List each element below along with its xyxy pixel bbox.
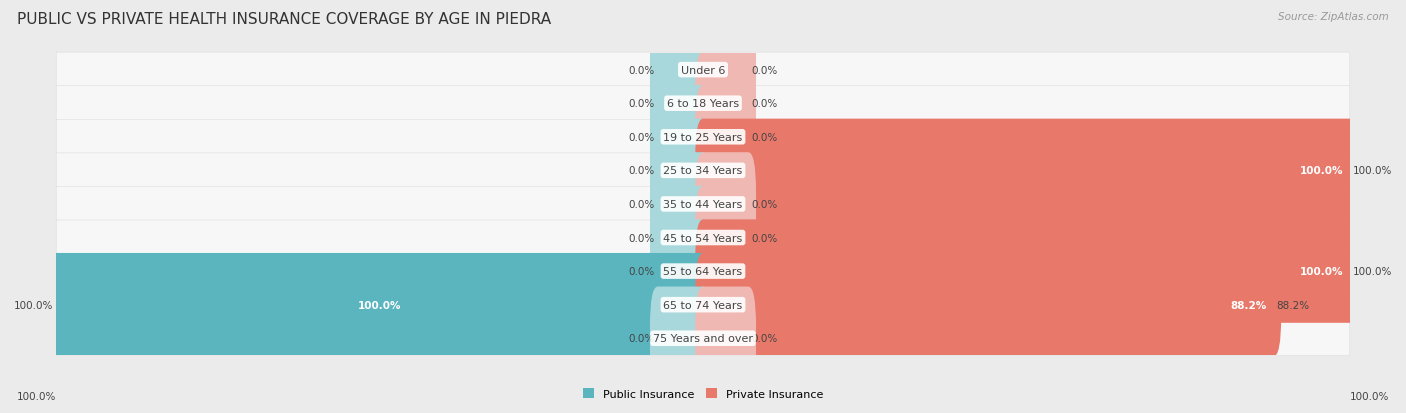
FancyBboxPatch shape — [695, 186, 756, 290]
Text: 55 to 64 Years: 55 to 64 Years — [664, 266, 742, 276]
FancyBboxPatch shape — [56, 53, 1350, 88]
FancyBboxPatch shape — [650, 119, 711, 223]
Text: 0.0%: 0.0% — [628, 333, 655, 344]
FancyBboxPatch shape — [650, 287, 711, 390]
Text: Source: ZipAtlas.com: Source: ZipAtlas.com — [1278, 12, 1389, 22]
FancyBboxPatch shape — [650, 220, 711, 323]
Text: PUBLIC VS PRIVATE HEALTH INSURANCE COVERAGE BY AGE IN PIEDRA: PUBLIC VS PRIVATE HEALTH INSURANCE COVER… — [17, 12, 551, 27]
FancyBboxPatch shape — [695, 220, 1358, 323]
Text: 0.0%: 0.0% — [628, 65, 655, 76]
FancyBboxPatch shape — [695, 153, 756, 256]
Text: 0.0%: 0.0% — [751, 333, 778, 344]
FancyBboxPatch shape — [695, 287, 756, 390]
Text: 0.0%: 0.0% — [628, 166, 655, 176]
FancyBboxPatch shape — [695, 19, 756, 122]
Text: 100.0%: 100.0% — [17, 391, 56, 401]
FancyBboxPatch shape — [56, 86, 1350, 121]
FancyBboxPatch shape — [56, 221, 1350, 255]
Text: 100.0%: 100.0% — [1353, 166, 1392, 176]
FancyBboxPatch shape — [56, 287, 1350, 323]
Legend: Public Insurance, Private Insurance: Public Insurance, Private Insurance — [579, 384, 827, 404]
Text: 65 to 74 Years: 65 to 74 Years — [664, 300, 742, 310]
Text: 6 to 18 Years: 6 to 18 Years — [666, 99, 740, 109]
Text: 25 to 34 Years: 25 to 34 Years — [664, 166, 742, 176]
FancyBboxPatch shape — [56, 254, 1350, 289]
FancyBboxPatch shape — [56, 187, 1350, 222]
Text: 100.0%: 100.0% — [359, 300, 401, 310]
FancyBboxPatch shape — [650, 86, 711, 189]
FancyBboxPatch shape — [56, 321, 1350, 356]
Text: 0.0%: 0.0% — [628, 233, 655, 243]
FancyBboxPatch shape — [56, 120, 1350, 155]
Text: 0.0%: 0.0% — [751, 233, 778, 243]
FancyBboxPatch shape — [650, 19, 711, 122]
Text: 0.0%: 0.0% — [628, 99, 655, 109]
FancyBboxPatch shape — [695, 119, 1358, 223]
Text: 100.0%: 100.0% — [14, 300, 53, 310]
FancyBboxPatch shape — [695, 86, 756, 189]
Text: 0.0%: 0.0% — [628, 199, 655, 209]
Text: 35 to 44 Years: 35 to 44 Years — [664, 199, 742, 209]
Text: 0.0%: 0.0% — [628, 266, 655, 276]
FancyBboxPatch shape — [695, 253, 1281, 356]
Text: 0.0%: 0.0% — [751, 99, 778, 109]
Text: 0.0%: 0.0% — [751, 133, 778, 142]
FancyBboxPatch shape — [56, 154, 1350, 188]
Text: 88.2%: 88.2% — [1230, 300, 1267, 310]
Text: 100.0%: 100.0% — [1353, 266, 1392, 276]
Text: 100.0%: 100.0% — [1299, 266, 1343, 276]
Text: 0.0%: 0.0% — [628, 133, 655, 142]
Text: 75 Years and over: 75 Years and over — [652, 333, 754, 344]
Text: 0.0%: 0.0% — [751, 65, 778, 76]
Text: Under 6: Under 6 — [681, 65, 725, 76]
Text: 100.0%: 100.0% — [1350, 391, 1389, 401]
Text: 100.0%: 100.0% — [1299, 166, 1343, 176]
FancyBboxPatch shape — [695, 52, 756, 156]
FancyBboxPatch shape — [650, 186, 711, 290]
FancyBboxPatch shape — [650, 52, 711, 156]
FancyBboxPatch shape — [650, 153, 711, 256]
Text: 88.2%: 88.2% — [1277, 300, 1310, 310]
Text: 45 to 54 Years: 45 to 54 Years — [664, 233, 742, 243]
Text: 19 to 25 Years: 19 to 25 Years — [664, 133, 742, 142]
Text: 0.0%: 0.0% — [751, 199, 778, 209]
FancyBboxPatch shape — [48, 253, 711, 356]
